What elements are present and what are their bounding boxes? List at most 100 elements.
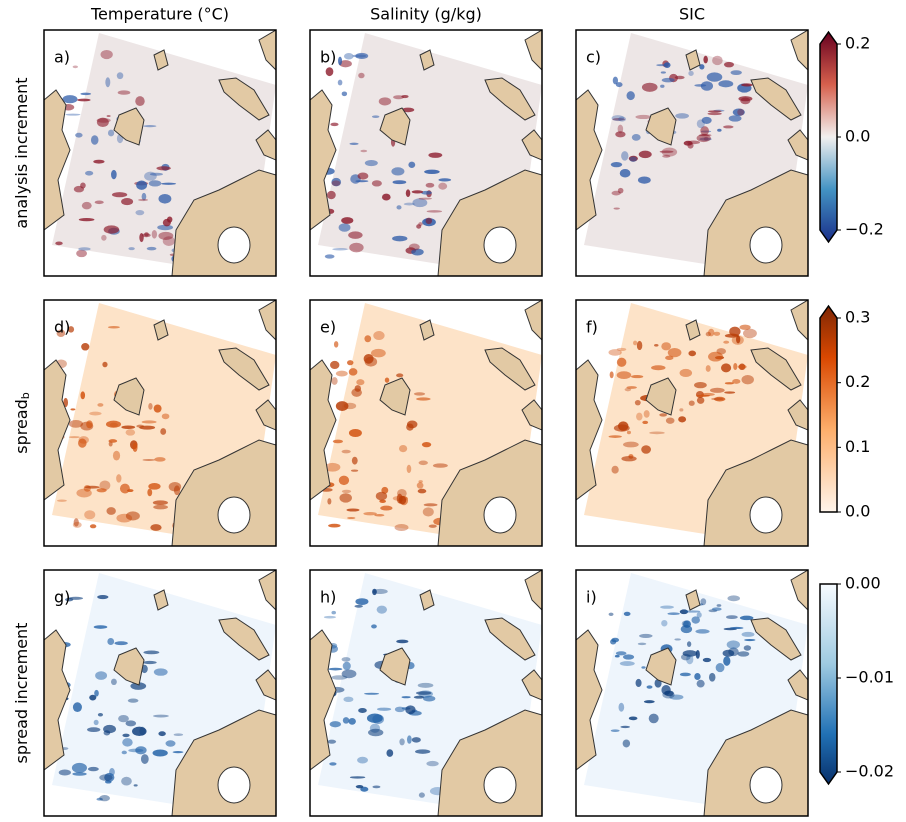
data-texture bbox=[372, 588, 377, 596]
data-texture bbox=[380, 505, 393, 511]
data-texture bbox=[142, 660, 157, 665]
data-texture bbox=[143, 125, 157, 128]
data-texture bbox=[356, 379, 365, 386]
data-texture bbox=[364, 692, 380, 695]
column-title: Temperature (°C) bbox=[90, 5, 229, 24]
data-texture bbox=[709, 387, 725, 393]
data-texture bbox=[728, 647, 739, 657]
data-texture bbox=[679, 368, 693, 378]
data-texture bbox=[341, 669, 357, 679]
land bbox=[258, 300, 276, 341]
data-texture bbox=[165, 740, 176, 747]
data-texture bbox=[116, 474, 122, 483]
panel-frame bbox=[575, 29, 809, 277]
data-texture bbox=[737, 108, 745, 116]
data-texture bbox=[425, 217, 433, 225]
data-texture bbox=[349, 776, 366, 779]
land bbox=[113, 647, 145, 686]
column-title: SIC bbox=[679, 5, 705, 24]
data-texture bbox=[695, 629, 710, 634]
data-texture bbox=[661, 619, 668, 627]
data-texture bbox=[646, 685, 653, 689]
data-texture bbox=[669, 694, 684, 700]
data-texture bbox=[683, 620, 691, 628]
data-texture bbox=[355, 598, 369, 605]
data-texture bbox=[93, 625, 108, 629]
data-texture bbox=[643, 410, 650, 418]
data-texture bbox=[352, 54, 367, 58]
data-texture bbox=[612, 76, 619, 85]
data-texture bbox=[139, 726, 146, 736]
data-texture bbox=[363, 511, 377, 516]
land bbox=[310, 89, 337, 231]
panel-label: c) bbox=[586, 48, 601, 67]
data-texture bbox=[739, 324, 751, 330]
land bbox=[790, 570, 808, 611]
data-texture bbox=[58, 769, 71, 776]
data-texture bbox=[619, 661, 635, 666]
data-texture bbox=[398, 495, 407, 505]
data-texture bbox=[375, 491, 388, 501]
data-texture bbox=[615, 651, 627, 656]
data-texture bbox=[76, 488, 92, 498]
data-texture bbox=[68, 420, 84, 428]
data-texture bbox=[418, 480, 423, 483]
data-texture bbox=[649, 431, 665, 435]
data-texture bbox=[406, 464, 412, 474]
colorbar-tick-label: 0.2 bbox=[845, 372, 870, 391]
data-texture bbox=[357, 756, 368, 764]
data-texture bbox=[136, 424, 145, 428]
colorbar-tick-label: 0.0 bbox=[845, 127, 870, 146]
data-texture bbox=[413, 392, 426, 396]
data-texture bbox=[81, 201, 92, 210]
data-texture bbox=[741, 374, 754, 385]
data-texture bbox=[733, 362, 738, 370]
data-texture bbox=[401, 696, 411, 699]
data-texture bbox=[87, 727, 101, 733]
data-texture bbox=[162, 236, 175, 246]
data-texture bbox=[613, 207, 620, 210]
data-texture bbox=[324, 462, 341, 472]
data-texture bbox=[614, 654, 620, 658]
data-texture bbox=[642, 420, 649, 425]
data-texture bbox=[140, 754, 149, 764]
land bbox=[521, 669, 542, 701]
data-texture bbox=[675, 113, 690, 119]
data-texture bbox=[354, 604, 363, 608]
data-texture bbox=[724, 333, 740, 338]
data-texture bbox=[621, 151, 629, 161]
data-texture bbox=[416, 482, 424, 489]
data-texture bbox=[399, 738, 405, 746]
data-texture bbox=[707, 110, 722, 113]
data-texture bbox=[97, 595, 109, 600]
data-texture bbox=[107, 325, 120, 329]
data-texture bbox=[684, 610, 701, 613]
data-texture bbox=[348, 231, 363, 239]
land bbox=[524, 300, 542, 341]
data-texture bbox=[149, 172, 163, 176]
row-label-text: spread increment bbox=[12, 623, 31, 764]
data-texture bbox=[127, 489, 134, 493]
data-texture bbox=[421, 442, 432, 448]
data-texture bbox=[96, 797, 103, 801]
data-texture bbox=[700, 81, 714, 91]
data-texture bbox=[723, 125, 734, 129]
data-texture bbox=[686, 654, 694, 665]
data-texture bbox=[347, 360, 354, 366]
data-texture bbox=[89, 694, 97, 701]
data-texture bbox=[99, 795, 110, 802]
data-texture bbox=[348, 368, 358, 376]
data-texture bbox=[104, 772, 115, 782]
data-texture bbox=[679, 408, 684, 412]
data-texture bbox=[63, 397, 69, 408]
data-texture bbox=[694, 381, 707, 389]
colorbar-tick-label: 0.1 bbox=[845, 437, 870, 456]
data-texture bbox=[338, 223, 351, 232]
data-texture bbox=[399, 444, 408, 453]
data-texture bbox=[105, 77, 111, 88]
data-texture bbox=[125, 511, 140, 521]
data-texture bbox=[106, 115, 111, 118]
panel-frame bbox=[43, 29, 277, 277]
data-texture bbox=[654, 343, 659, 347]
data-texture bbox=[337, 79, 343, 86]
